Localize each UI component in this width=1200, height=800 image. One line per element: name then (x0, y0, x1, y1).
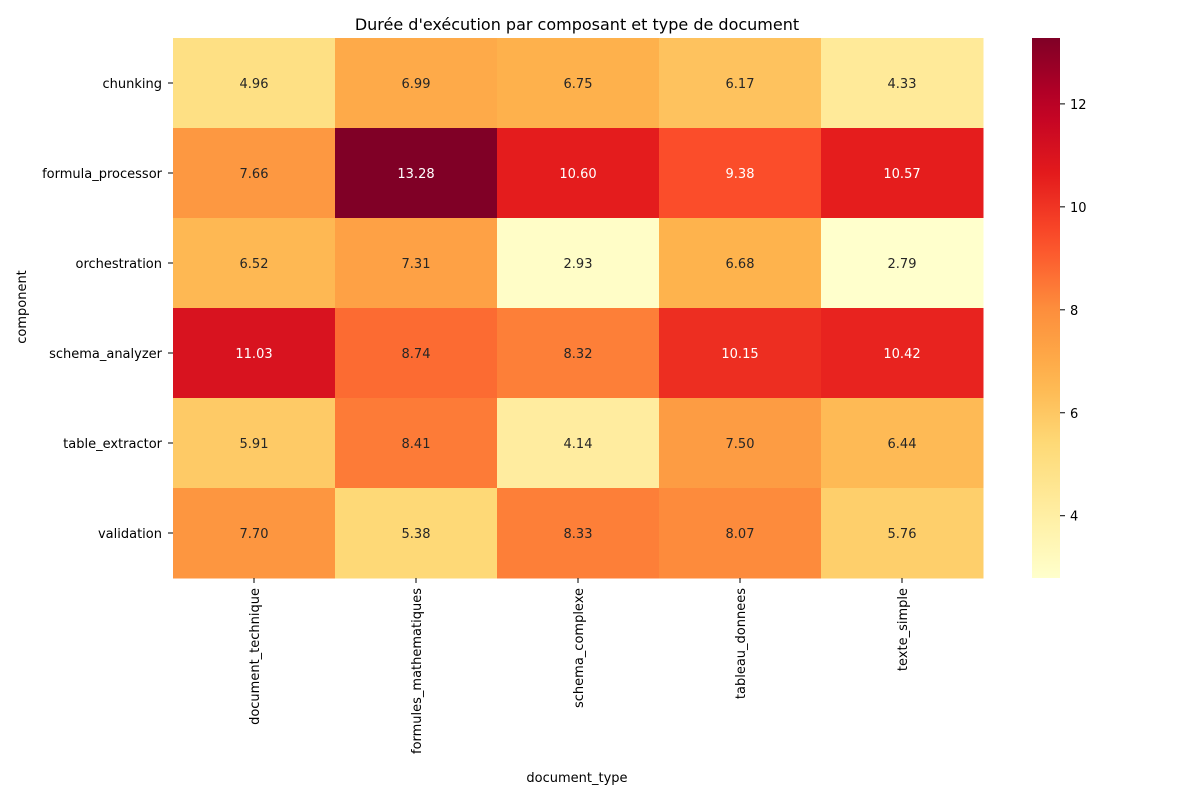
heatmap-cell (659, 128, 822, 219)
cell-value-label: 4.96 (240, 77, 269, 92)
heatmap-cells (173, 38, 984, 579)
cell-value-label: 10.57 (883, 167, 920, 182)
cell-value-label: 7.70 (240, 527, 269, 542)
cell-value-label: 4.33 (888, 77, 917, 92)
heatmap-cell (659, 398, 822, 489)
x-tick-label: schema_complexe (572, 588, 587, 708)
heatmap-cell (173, 488, 336, 579)
cell-value-label: 2.79 (888, 257, 917, 272)
y-tick-label: table_extractor (63, 437, 162, 452)
chart-title: Durée d'exécution par composant et type … (355, 15, 799, 34)
y-tick-label: schema_analyzer (49, 347, 163, 362)
cell-value-label: 7.66 (240, 167, 269, 182)
cell-value-label: 6.99 (402, 77, 431, 92)
cell-value-label: 6.44 (888, 437, 917, 452)
cell-value-label: 6.17 (726, 77, 755, 92)
x-axis-label: document_type (526, 771, 627, 786)
y-axis: chunking formula_processor orchestration sc… (42, 77, 173, 542)
heatmap-cell (821, 398, 984, 489)
cell-value-label: 8.32 (564, 347, 593, 362)
heatmap-cell (497, 308, 660, 399)
colorbar-tick-label: 12 (1070, 98, 1087, 113)
x-axis: document_technique formules_mathematiques… (248, 578, 911, 754)
colorbar-ticks: 4 6 8 10 12 (1060, 98, 1087, 525)
colorbar: 4 6 8 10 12 (1032, 38, 1087, 578)
colorbar-tick-label: 6 (1070, 407, 1078, 422)
cell-value-label: 7.31 (402, 257, 431, 272)
heatmap-cell (335, 128, 498, 219)
heatmap-cell (821, 38, 984, 129)
heatmap-cell (335, 308, 498, 399)
heatmap-cell (821, 308, 984, 399)
x-tick-label: document_technique (248, 588, 263, 725)
heatmap-cell (659, 308, 822, 399)
heatmap-cell (497, 128, 660, 219)
cell-value-label: 8.74 (402, 347, 431, 362)
heatmap-cell-labels: 4.96 6.99 6.75 6.17 4.33 7.66 13.28 10.60 9.38 10… (235, 77, 920, 542)
colorbar-tick-label: 8 (1070, 304, 1078, 319)
cell-value-label: 6.75 (564, 77, 593, 92)
heatmap-cell (497, 38, 660, 129)
heatmap-cell (335, 488, 498, 579)
cell-value-label: 8.07 (726, 527, 755, 542)
heatmap-cell (173, 128, 336, 219)
cell-value-label: 7.50 (726, 437, 755, 452)
y-axis-label: component (15, 270, 30, 344)
cell-value-label: 8.33 (564, 527, 593, 542)
cell-value-label: 11.03 (235, 347, 272, 362)
cell-value-label: 4.14 (564, 437, 593, 452)
x-tick-label: texte_simple (896, 588, 911, 671)
cell-value-label: 8.41 (402, 437, 431, 452)
heatmap-cell (497, 398, 660, 489)
x-tick-label: formules_mathematiques (410, 588, 425, 754)
colorbar-tick-label: 10 (1070, 201, 1087, 216)
cell-value-label: 5.91 (240, 437, 269, 452)
heatmap-cell (821, 128, 984, 219)
colorbar-gradient (1032, 38, 1060, 578)
cell-value-label: 10.15 (721, 347, 758, 362)
heatmap-cell (821, 218, 984, 309)
y-tick-label: validation (98, 527, 162, 542)
heatmap-cell (659, 218, 822, 309)
cell-value-label: 5.38 (402, 527, 431, 542)
heatmap-cell (335, 398, 498, 489)
heatmap-cell (335, 38, 498, 129)
colorbar-tick-label: 4 (1070, 510, 1078, 525)
heatmap-cell (173, 398, 336, 489)
heatmap-cell (173, 218, 336, 309)
cell-value-label: 2.93 (564, 257, 593, 272)
cell-value-label: 5.76 (888, 527, 917, 542)
y-tick-label: chunking (103, 77, 163, 92)
cell-value-label: 10.42 (883, 347, 920, 362)
heatmap-cell (173, 308, 336, 399)
cell-value-label: 6.52 (240, 257, 269, 272)
heatmap-cell (173, 38, 336, 129)
y-tick-label: orchestration (76, 257, 162, 272)
cell-value-label: 9.38 (726, 167, 755, 182)
heatmap-cell (659, 38, 822, 129)
cell-value-label: 13.28 (397, 167, 434, 182)
heatmap-cell (335, 218, 498, 309)
heatmap-cell (821, 488, 984, 579)
cell-value-label: 10.60 (559, 167, 596, 182)
x-tick-label: tableau_donnees (734, 588, 749, 699)
heatmap-cell (497, 488, 660, 579)
cell-value-label: 6.68 (726, 257, 755, 272)
y-tick-label: formula_processor (42, 167, 163, 182)
heatmap-cell (497, 218, 660, 309)
heatmap-cell (659, 488, 822, 579)
